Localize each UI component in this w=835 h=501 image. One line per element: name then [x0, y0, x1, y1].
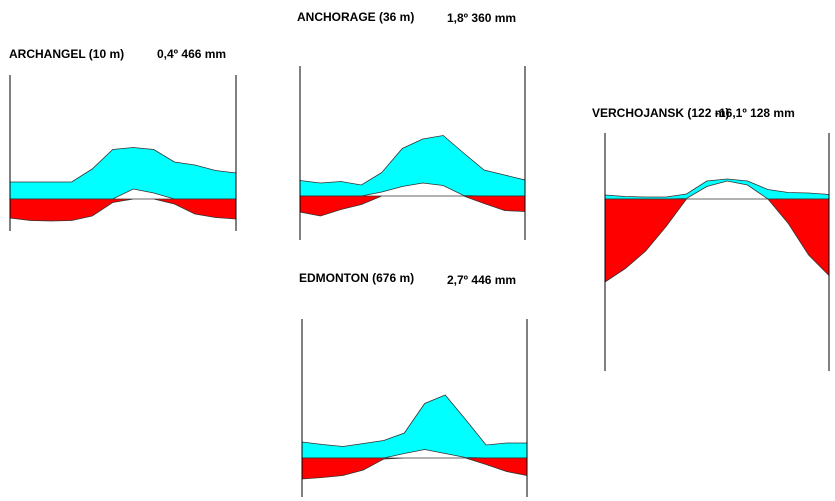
temperature-deficit-area-2 [301, 457, 528, 480]
precipitation-area-2 [301, 394, 528, 459]
temperature-deficit-area-0 [9, 198, 237, 222]
precipitation-area-3 [604, 178, 830, 200]
climate-summary-anchorage: 1,8º 360 mm [447, 11, 517, 25]
precipitation-area-1 [299, 135, 526, 197]
temperature-deficit-area-3 [604, 198, 830, 283]
climate-summary-archangel: 0,4º 466 mm [157, 47, 227, 61]
climate-summary-edmonton: 2,7º 446 mm [447, 273, 517, 287]
temperature-deficit-area-1 [299, 195, 526, 217]
station-title-verchojansk: VERCHOJANSK (122 m) [592, 106, 730, 120]
climate-summary-verchojansk: -16,1º 128 mm [715, 106, 795, 120]
station-title-edmonton: EDMONTON (676 m) [299, 271, 415, 285]
precipitation-area-0 [9, 147, 237, 200]
station-title-archangel: ARCHANGEL (10 m) [9, 47, 125, 61]
station-title-anchorage: ANCHORAGE (36 m) [297, 10, 415, 24]
